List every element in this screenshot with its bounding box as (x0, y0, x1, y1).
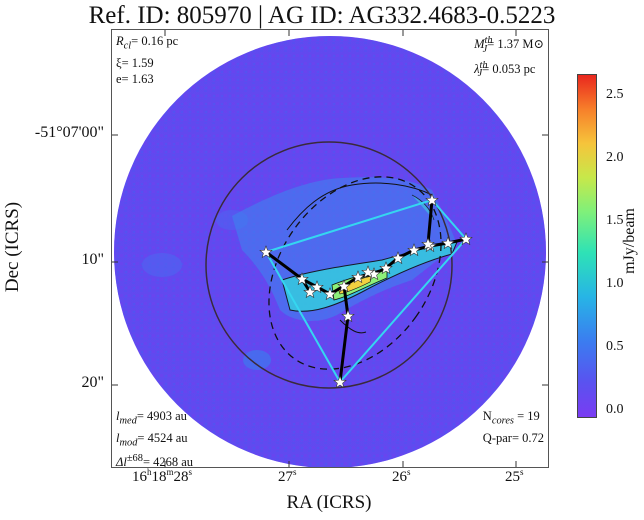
colorbar (577, 74, 597, 418)
core-star (333, 375, 347, 389)
xi-value: ξ= 1.59 (116, 55, 154, 70)
fit-ellipse (268, 176, 442, 370)
core-star (351, 270, 365, 284)
core-star (303, 285, 317, 299)
core-star (459, 232, 473, 246)
core-star (425, 193, 439, 207)
image-panel: Rcl= 0.16 pc ξ= 1.59 e= 1.63 MthJ= 1.37 … (111, 29, 549, 470)
core-star (341, 309, 355, 323)
colorbar-label: mJy/beam (621, 208, 638, 274)
y-tick-label: 20" (81, 374, 104, 391)
emission-map (112, 30, 548, 467)
colorbar-tick: 0.5 (606, 339, 624, 354)
x-tick-label: 27s (278, 467, 297, 485)
core-markers (259, 193, 473, 389)
q-par-value: Q-par= 0.72 (482, 430, 544, 445)
core-star (361, 265, 375, 279)
e-value: e= 1.63 (116, 71, 154, 86)
x-tick-label: 26s (392, 467, 411, 485)
colorbar-tick: 1.0 (606, 276, 624, 291)
figure-title: Ref. ID: 805970 | AG ID: AG332.4683-0.52… (88, 2, 556, 29)
core-star (310, 280, 324, 294)
bottom-right-annotation: Ncores = 19 Q-par= 0.72 (482, 409, 544, 445)
x-tick-label: 25s (505, 467, 524, 485)
colorbar-tick: 1.5 (606, 213, 624, 228)
y-tick-label: -51°07'00" (34, 124, 104, 141)
y-axis-label: Dec (ICRS) (2, 201, 23, 293)
core-star (441, 236, 455, 250)
core-star (295, 272, 309, 286)
axis-ticks (112, 30, 548, 467)
x-tick-label: 16h18m28s (132, 467, 193, 485)
core-star (259, 245, 273, 259)
core-star (323, 287, 337, 301)
core-star (391, 251, 405, 265)
top-right-annotation: MthJ= 1.37 M⊙ λthJ= 0.053 pc (474, 35, 544, 80)
top-left-annotation: Rcl= 0.16 pc ξ= 1.59 e= 1.63 (116, 34, 179, 86)
core-star (407, 243, 421, 257)
core-star (379, 261, 393, 275)
core-star (337, 279, 351, 293)
colorbar-tick: 0.0 (606, 402, 624, 417)
x-axis-label: RA (ICRS) (286, 492, 372, 513)
region-circle (205, 141, 453, 389)
bottom-left-annotation: lmed= 4903 au lmod= 4524 au Δl±68= 4268 … (116, 409, 194, 470)
colorbar-tick: 2.0 (606, 150, 624, 165)
colorbar-tick: 2.5 (606, 87, 624, 102)
y-tick-label: 10" (81, 251, 104, 268)
core-star (421, 237, 435, 251)
